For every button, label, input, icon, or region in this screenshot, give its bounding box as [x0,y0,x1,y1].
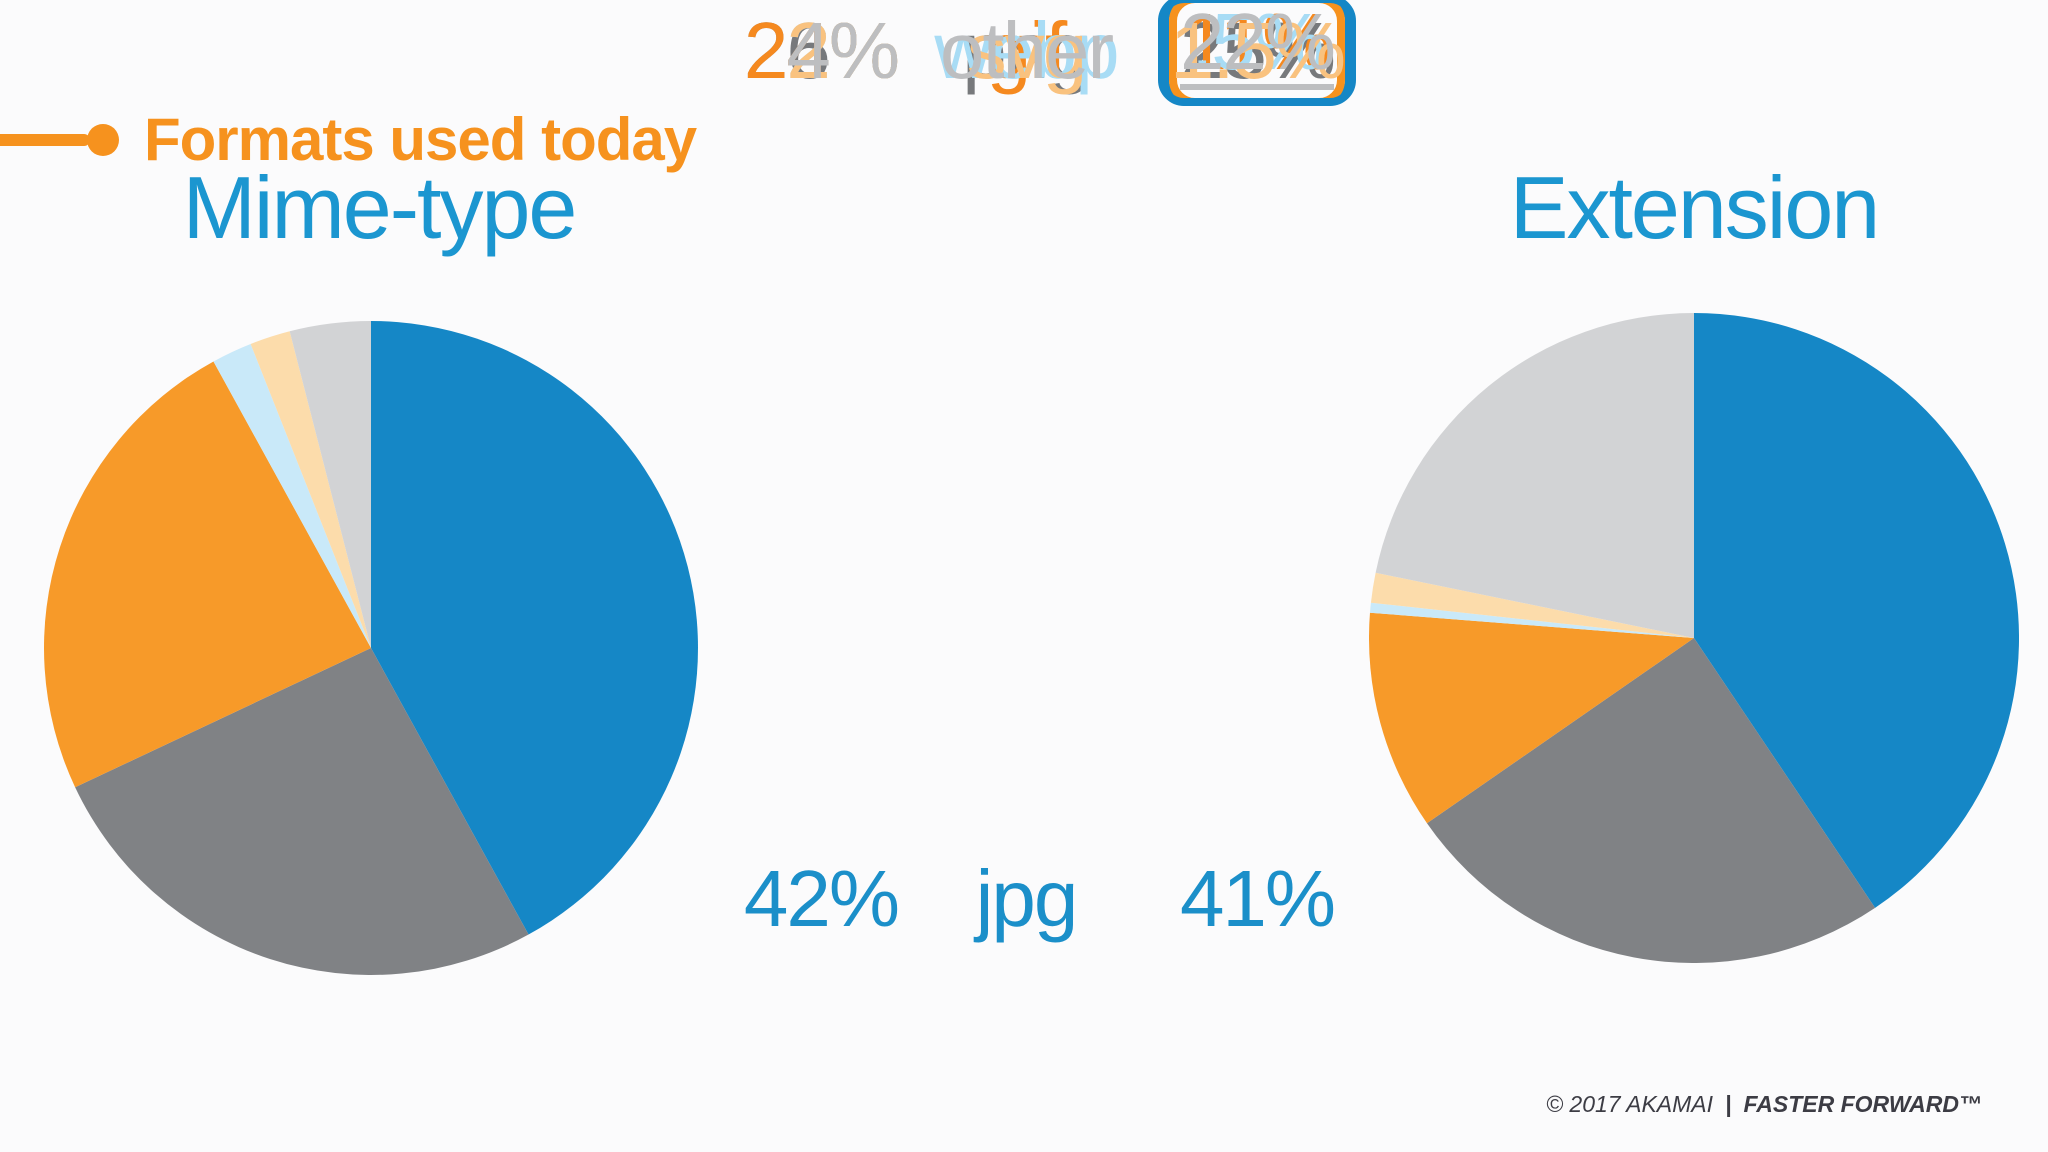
gif-ext-value: 11% [1182,2,1333,90]
png-ext-value: 25% [1179,5,1336,95]
extension-pie-chart [1369,313,2019,963]
pie-slice-gif [44,361,371,788]
svg-ext-value: 1.5% [1169,5,1346,95]
pie-slice-webp [1369,602,1694,638]
jpg-label: jpg [975,853,1079,943]
pie-slice-gif [1369,612,1694,824]
mime-type-heading: Mime-type [182,158,578,257]
legend-row-svg: 2% svg 1.5% [700,0,1380,101]
footer-separator: | [1725,1091,1732,1117]
png-label: png [962,5,1091,95]
legend-row-other: 4% other 22% [700,0,1380,106]
other-mime-value: 4% [786,5,900,95]
other-ext-value: 22% [1179,2,1336,90]
pie-slice-jpg [1694,313,2019,908]
blue-highlight-box: 22% [1157,0,1357,106]
pie-slice-other [289,321,371,648]
tagline-text: FASTER FORWARD™ [1743,1091,1982,1117]
png-mime-value: 26% [743,5,900,95]
webp-mime-value: 2% [786,5,900,95]
pie-slice-webp [213,343,371,648]
other-label: other [939,5,1114,95]
pie-slice-other [1375,313,1694,638]
pie-slice-png [75,648,529,975]
pie-slice-jpg [371,321,698,935]
copyright-text: © 2017 AKAMAI [1546,1091,1714,1117]
gif-label: gif [986,5,1068,95]
legend-row-jpg: 42% jpg 41% [700,848,1380,949]
slide-title: Formats used today [144,106,697,173]
pie-slice-png [1426,638,1876,963]
extension-heading: Extension [1509,158,1880,257]
kicker-bullet-dot-icon [87,124,119,156]
jpg-mime-value: 42% [743,853,900,943]
mime-type-pie-chart [44,321,698,975]
svg-mime-value: 2% [786,5,900,95]
gif-mime-value: 24% [743,5,900,95]
webp-label: webp [934,5,1119,95]
kicker-line-decoration [0,134,90,146]
legend-row-png: 26% png 25% [700,0,1380,101]
pie-slice-svg [1370,572,1694,638]
pie-slice-svg [250,331,371,648]
jpg-ext-value: 41% [1179,853,1336,943]
footer: © 2017 AKAMAI | FASTER FORWARD™ [1546,1090,1982,1118]
other-ext-highlight-box: 22% [1154,0,1360,106]
svg-label: svg [966,5,1088,95]
